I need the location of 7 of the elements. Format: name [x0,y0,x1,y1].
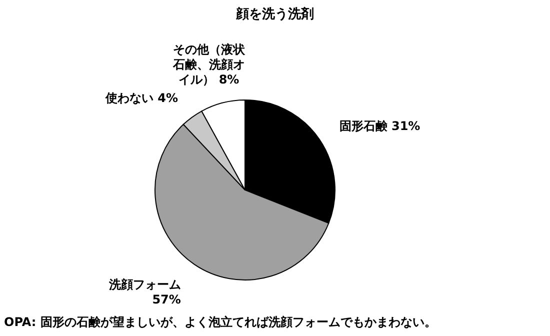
slice-label: 洗顔フォーム [108,277,181,292]
text: OPA: 固形の石鹸が望ましいが、よく泡立てれば洗顔フォームでもかまわない。 [4,315,436,329]
chart-title: 顔を洗う洗剤 [235,6,314,22]
slice-label: 固形石鹸 31% [339,118,420,133]
data-label: 57% [152,292,181,306]
slice-label: 使わない 4% [104,90,178,105]
slice-label: その他（液状石鹸、洗顔オイル） 8% [172,42,246,87]
